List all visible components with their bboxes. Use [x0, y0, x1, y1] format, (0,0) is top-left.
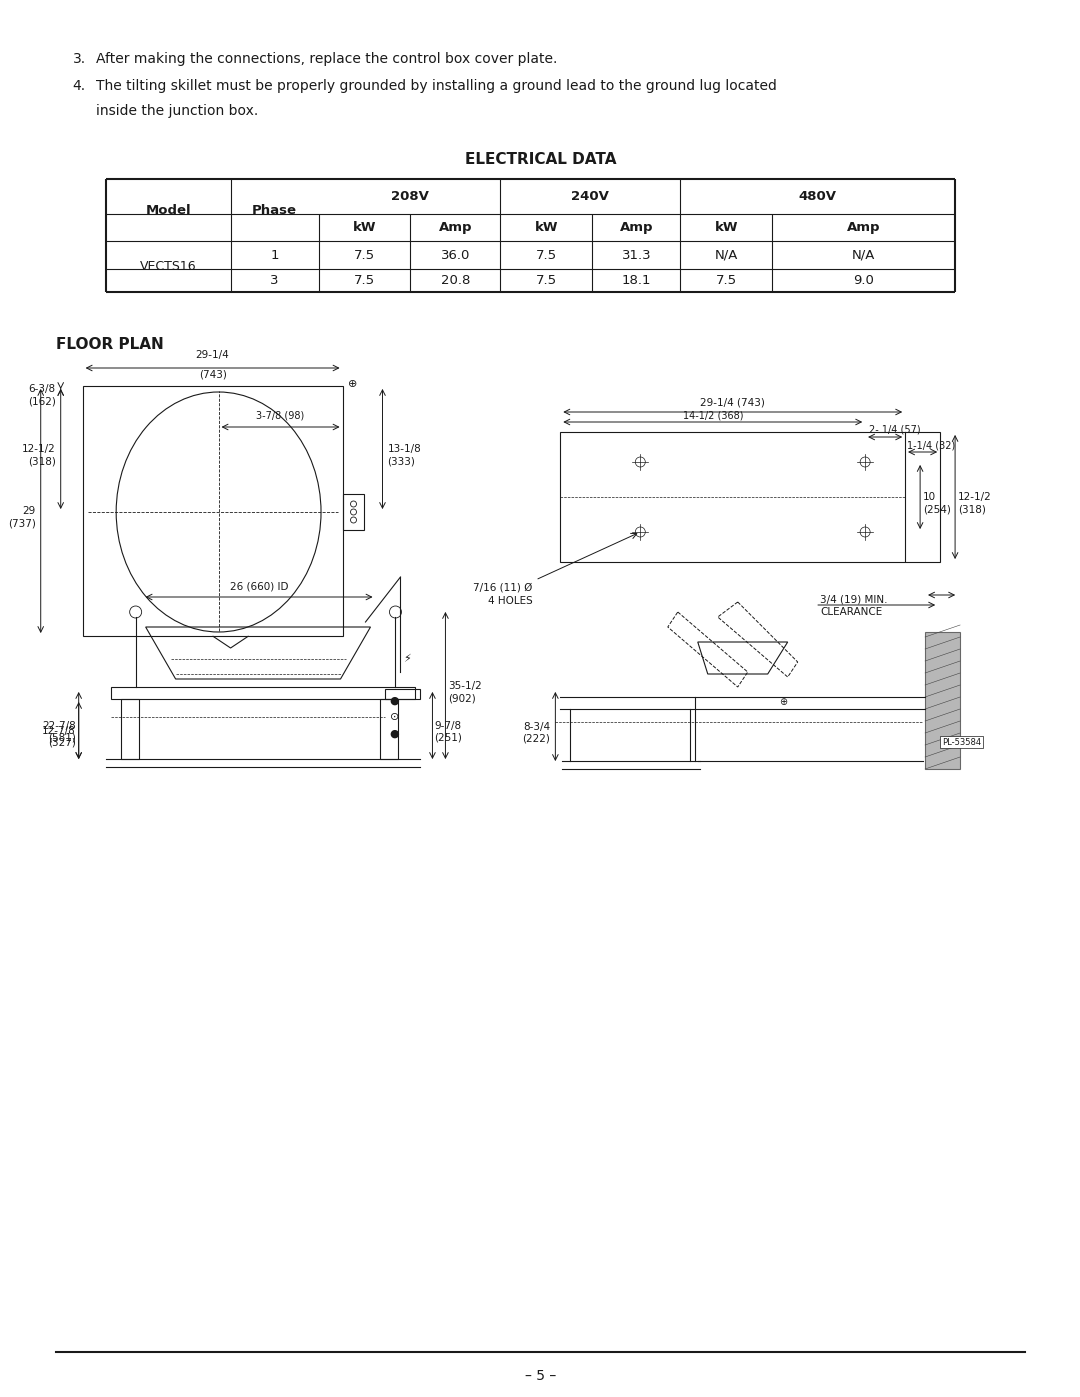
- Text: ⚡: ⚡: [403, 654, 410, 664]
- Text: N/A: N/A: [852, 249, 875, 261]
- Text: 9-7/8: 9-7/8: [434, 721, 461, 731]
- Text: 1-1/4 (32): 1-1/4 (32): [907, 440, 956, 450]
- Text: (327): (327): [48, 738, 76, 747]
- Text: 31.3: 31.3: [621, 249, 651, 261]
- Text: 22-7/8: 22-7/8: [42, 721, 76, 731]
- Text: (318): (318): [958, 504, 986, 514]
- Text: After making the connections, replace the control box cover plate.: After making the connections, replace th…: [96, 52, 557, 66]
- Text: kW: kW: [353, 221, 376, 235]
- Text: ⊙: ⊙: [390, 712, 400, 722]
- Text: 3-7/8 (98): 3-7/8 (98): [256, 409, 305, 420]
- Text: 7.5: 7.5: [354, 249, 375, 261]
- Text: 12-7/8: 12-7/8: [42, 725, 76, 735]
- Text: 240V: 240V: [571, 190, 609, 203]
- Text: 7.5: 7.5: [536, 274, 557, 286]
- Text: – 5 –: – 5 –: [525, 1369, 556, 1383]
- Text: 10: 10: [923, 492, 936, 502]
- Text: (222): (222): [523, 733, 551, 743]
- Text: 29: 29: [23, 506, 36, 515]
- Text: Model: Model: [146, 204, 191, 217]
- Text: 1: 1: [270, 249, 279, 261]
- Text: The tilting skillet must be properly grounded by installing a ground lead to the: The tilting skillet must be properly gro…: [96, 80, 777, 94]
- Text: 6-3/8: 6-3/8: [28, 384, 56, 394]
- Text: 35-1/2: 35-1/2: [448, 680, 482, 690]
- Text: 36.0: 36.0: [441, 249, 470, 261]
- Text: 4.: 4.: [72, 80, 85, 94]
- Text: ●: ●: [390, 696, 400, 705]
- Text: (162): (162): [28, 395, 56, 407]
- Text: Amp: Amp: [847, 221, 880, 235]
- Text: 12-1/2: 12-1/2: [22, 444, 56, 454]
- Text: inside the junction box.: inside the junction box.: [96, 103, 258, 117]
- Text: Amp: Amp: [620, 221, 653, 235]
- Text: Amp: Amp: [438, 221, 472, 235]
- Text: (333): (333): [388, 455, 416, 467]
- Text: (251): (251): [434, 732, 462, 742]
- Text: 208V: 208V: [391, 190, 429, 203]
- Text: kW: kW: [535, 221, 558, 235]
- Text: VECTS16: VECTS16: [139, 260, 197, 272]
- Text: ●: ●: [390, 729, 400, 739]
- Text: 3/4 (19) MIN.: 3/4 (19) MIN.: [820, 594, 888, 604]
- Text: 7.5: 7.5: [536, 249, 557, 261]
- Text: 7.5: 7.5: [716, 274, 737, 286]
- Text: 7.5: 7.5: [354, 274, 375, 286]
- Text: (743): (743): [199, 369, 227, 379]
- Text: (902): (902): [448, 693, 476, 704]
- Text: 29-1/4: 29-1/4: [195, 351, 229, 360]
- Text: 12-1/2: 12-1/2: [958, 492, 991, 502]
- Text: 2- 1/4 (57): 2- 1/4 (57): [869, 425, 921, 434]
- Text: N/A: N/A: [715, 249, 738, 261]
- Text: ELECTRICAL DATA: ELECTRICAL DATA: [464, 152, 616, 168]
- Text: (581): (581): [48, 732, 76, 742]
- Text: (737): (737): [8, 518, 36, 528]
- Text: 14-1/2 (368): 14-1/2 (368): [683, 409, 743, 420]
- Text: 4 HOLES: 4 HOLES: [488, 597, 532, 606]
- Text: CLEARANCE: CLEARANCE: [820, 608, 882, 617]
- Text: 29-1/4 (743): 29-1/4 (743): [700, 397, 765, 407]
- Text: (254): (254): [923, 504, 951, 514]
- Text: 7/16 (11) Ø: 7/16 (11) Ø: [473, 583, 532, 592]
- Text: ⊕: ⊕: [348, 379, 357, 388]
- Text: kW: kW: [715, 221, 738, 235]
- Text: 480V: 480V: [799, 190, 837, 203]
- Text: 26 (660) ID: 26 (660) ID: [230, 581, 288, 591]
- Polygon shape: [926, 631, 960, 768]
- Text: 8-3/4: 8-3/4: [523, 721, 551, 732]
- Text: Phase: Phase: [252, 204, 297, 217]
- Text: 18.1: 18.1: [622, 274, 651, 286]
- Text: 20.8: 20.8: [441, 274, 470, 286]
- Text: 9.0: 9.0: [853, 274, 874, 286]
- Text: PL-53584: PL-53584: [942, 738, 982, 746]
- Text: ⊕: ⊕: [779, 697, 786, 707]
- Text: FLOOR PLAN: FLOOR PLAN: [56, 337, 163, 352]
- Text: (318): (318): [28, 455, 56, 467]
- Text: 13-1/8: 13-1/8: [388, 444, 421, 454]
- Text: 3: 3: [270, 274, 279, 286]
- Text: 3.: 3.: [72, 52, 85, 66]
